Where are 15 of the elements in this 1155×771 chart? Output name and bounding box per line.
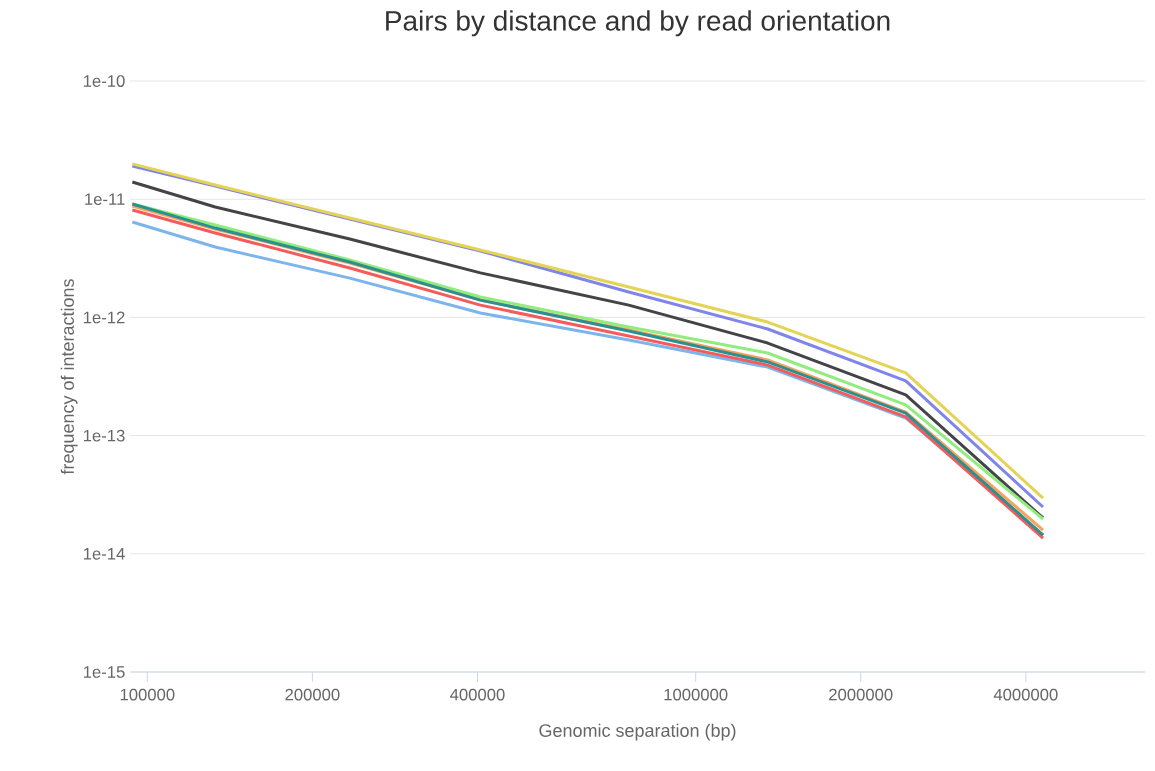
y-tick-label: 1e-13: [83, 429, 125, 442]
y-tick-label: 1e-11: [85, 193, 125, 206]
y-axis-title: frequency of interactions: [60, 279, 78, 475]
x-tick-label: 100000: [120, 688, 175, 701]
y-tick-label: 1e-14: [83, 548, 125, 560]
x-tick-label: 400000: [450, 688, 505, 701]
y-tick-label: 1e-12: [83, 311, 125, 324]
x-axis-title: Genomic separation (bp): [539, 723, 736, 741]
x-tick-label: 4000000: [993, 688, 1058, 701]
x-tick-label: 200000: [285, 688, 340, 701]
chart-title: Pairs by distance and by read orientation: [386, 10, 890, 37]
y-tick-label: 1e-15: [83, 666, 125, 678]
x-tick-label: 1000000: [664, 688, 728, 701]
x-tick-label: 2000000: [829, 688, 893, 701]
y-tick-label: 1e-10: [83, 75, 125, 87]
